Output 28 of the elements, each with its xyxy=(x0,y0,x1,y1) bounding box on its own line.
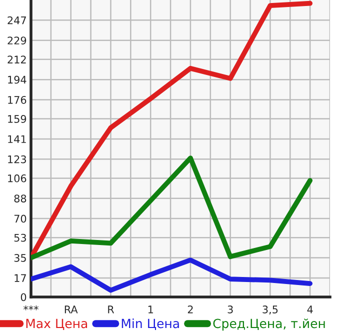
x-tick-label: 2 xyxy=(188,306,193,314)
y-tick-label: 194 xyxy=(8,76,26,84)
legend-label: Сред.Цена, т.йен xyxy=(213,318,325,331)
legend-label: Min Цена xyxy=(122,318,179,330)
y-tick-label: 53 xyxy=(14,234,26,242)
x-tick-label: *** xyxy=(24,306,38,310)
y-tick-label: 88 xyxy=(14,194,26,202)
y-tick-label: 159 xyxy=(8,115,26,123)
y-tick-label: 247 xyxy=(8,16,26,24)
x-tick-label: R xyxy=(108,306,114,314)
x-tick-label: 1 xyxy=(148,306,153,314)
x-tick-label: 3 xyxy=(228,306,233,314)
x-tick-label: RA xyxy=(64,306,78,314)
y-tick-label: 70 xyxy=(14,214,26,223)
y-tick-label: 35 xyxy=(14,254,26,262)
legend-label: Max Цена xyxy=(26,318,88,330)
y-tick-label: 212 xyxy=(8,56,26,64)
x-tick-label: 3,5 xyxy=(262,306,278,314)
line-series xyxy=(31,258,312,293)
x-tick-label: 4 xyxy=(307,306,313,314)
y-tick-label: 123 xyxy=(8,155,26,164)
y-tick-label: 176 xyxy=(8,96,26,104)
y-tick-label: 17 xyxy=(14,274,26,282)
y-tick-label: 106 xyxy=(8,174,26,182)
line-series xyxy=(31,156,312,260)
y-tick-label: 141 xyxy=(8,135,26,143)
y-tick-label: 0 xyxy=(20,293,26,302)
y-tick-label: 229 xyxy=(8,36,26,44)
